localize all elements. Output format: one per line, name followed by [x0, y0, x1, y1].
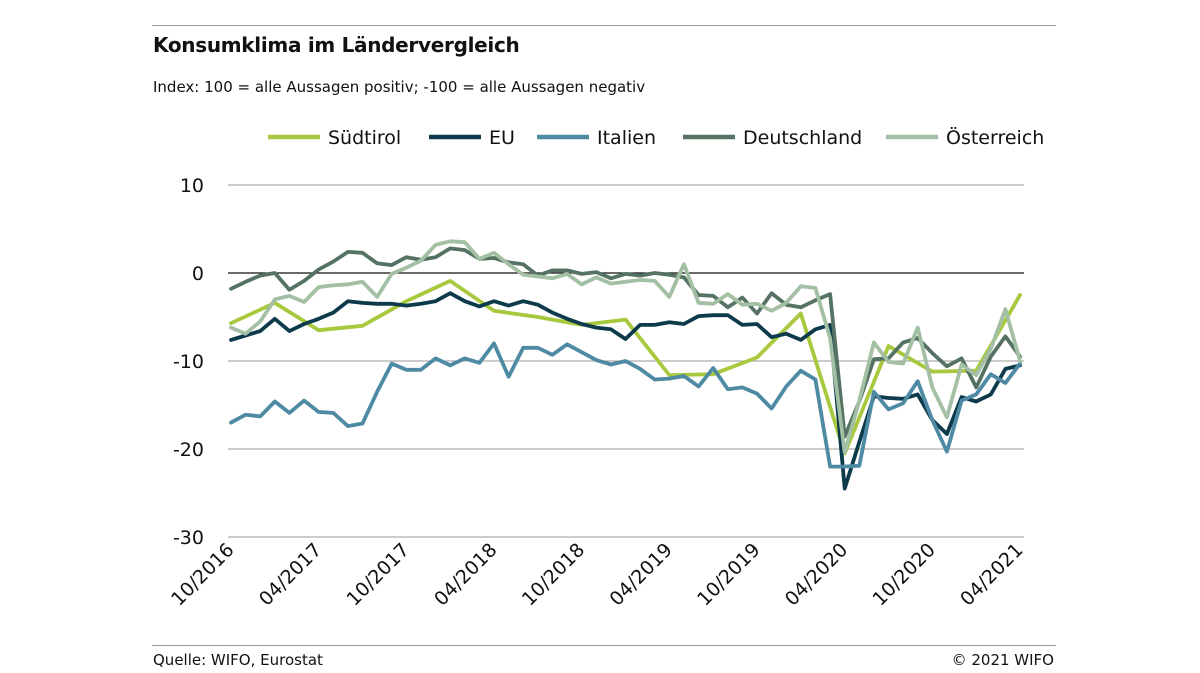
y-tick-label: 0: [192, 263, 204, 285]
legend-label: EU: [489, 127, 515, 149]
x-tick-label: 04/2021: [956, 539, 1027, 610]
series-lines: [229, 239, 1022, 491]
series-line-4: [229, 239, 1022, 455]
x-tick-label: 04/2018: [430, 539, 501, 610]
chart-title: Konsumklima im Ländervergleich: [153, 33, 520, 57]
legend: Südtirol EU Italien Deutschland Österreich: [268, 126, 1044, 149]
bottom-rule: [152, 645, 1056, 646]
legend-label: Österreich: [946, 126, 1044, 149]
source-note: Quelle: WIFO, Eurostat: [153, 651, 323, 669]
series-line-3: [229, 246, 1022, 439]
series-line-1: [229, 291, 1022, 491]
y-tick-label: -10: [173, 351, 204, 373]
x-tick-label: 10/2020: [868, 539, 939, 610]
x-tick-label: 10/2017: [342, 539, 413, 610]
legend-label: Südtirol: [328, 127, 401, 149]
legend-label: Deutschland: [743, 127, 862, 149]
y-axis: 10 0 -10 -20 -30: [173, 175, 204, 549]
series-line-0: [229, 278, 1022, 456]
y-tick-label: 10: [180, 175, 204, 197]
legend-label: Italien: [597, 127, 656, 149]
x-tick-label: 04/2019: [605, 539, 676, 610]
x-tick-label: 10/2018: [518, 539, 589, 610]
x-tick-label: 10/2019: [693, 539, 764, 610]
x-tick-label: 10/2016: [167, 539, 238, 610]
chart-subtitle: Index: 100 = alle Aussagen positiv; -100…: [153, 78, 646, 96]
y-tick-label: -30: [173, 527, 204, 549]
series-line-2: [229, 341, 1022, 469]
x-tick-label: 04/2020: [781, 539, 852, 610]
x-axis: 10/2016 04/2017 10/2017 04/2018 10/2018 04/20…: [167, 539, 1027, 610]
x-tick-label: 04/2017: [255, 539, 326, 610]
copyright-note: © 2021 WIFO: [951, 651, 1054, 669]
top-rule: [152, 25, 1056, 26]
y-tick-label: -20: [173, 439, 204, 461]
